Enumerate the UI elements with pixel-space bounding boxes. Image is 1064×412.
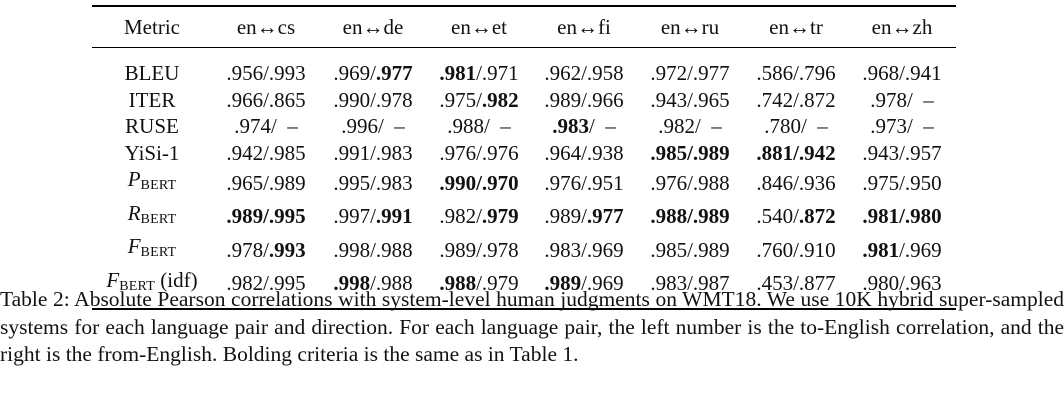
table-cell: .962/.958 bbox=[544, 61, 624, 85]
table-cell: .760/.910 bbox=[756, 237, 836, 262]
table-row: FBERT .978/.993 .998/.988 .989/.978 .983/.96… bbox=[92, 233, 956, 267]
metric-name: PBERT bbox=[127, 167, 177, 193]
table-body: BLEU .956/.993 .969/.977 .981/.971 .962/.958… bbox=[92, 48, 956, 308]
table-cell: .981/.971 bbox=[439, 61, 519, 85]
correlation-table: Metric en↔cs en↔de en↔et en↔fi en↔ru en↔… bbox=[92, 7, 956, 47]
table-cell: .976/.951 bbox=[544, 170, 624, 195]
table-cell: .996/ – bbox=[341, 114, 405, 138]
table-cell: .983/ – bbox=[552, 114, 616, 138]
bottom-rule bbox=[92, 308, 956, 310]
header-en-de: en↔de bbox=[342, 15, 404, 39]
table-cell: .983/.987 bbox=[650, 271, 730, 295]
table-cell: .982/.979 bbox=[439, 204, 519, 228]
metric-name: FBERT bbox=[127, 234, 177, 260]
table-row: RBERT .989/.995 .997/.991 .982/.979 .989/.97… bbox=[92, 200, 956, 234]
header-en-et: en↔et bbox=[451, 15, 507, 39]
header-en-ru: en↔ru bbox=[660, 15, 720, 39]
table-row: RUSE .974/ – .996/ – .988/ – .983/ – .982/ –.… bbox=[92, 113, 956, 140]
table-cell: .846/.936 bbox=[756, 170, 836, 195]
mid-rule bbox=[92, 47, 956, 48]
table-cell: .981/.980 bbox=[862, 204, 942, 228]
table-cell: .988/.979 bbox=[439, 271, 519, 295]
table-cell: .981/.969 bbox=[862, 237, 942, 262]
table-cell: .942/.985 bbox=[226, 140, 306, 165]
table-cell: .983/.969 bbox=[544, 237, 624, 262]
table-cell: .965/.989 bbox=[226, 170, 306, 195]
metric-name: BLEU bbox=[124, 61, 180, 85]
table-cell: .540/.872 bbox=[756, 204, 836, 228]
table-cell: .980/.963 bbox=[862, 271, 942, 295]
table-row: ITER .966/.865 .990/.978 .975/.982 .989/.966… bbox=[92, 87, 956, 114]
header-en-cs: en↔cs bbox=[236, 15, 296, 39]
top-rule bbox=[92, 5, 956, 7]
metric-name: YiSi-1 bbox=[124, 140, 180, 165]
table-row: PBERT .965/.989 .995/.983 .990/.970 .976/.95… bbox=[92, 166, 956, 200]
metric-name: FBERT (idf) bbox=[106, 267, 198, 294]
caption-text: Absolute Pearson correlations with syste… bbox=[0, 287, 1064, 366]
table-cell: .956/.993 bbox=[226, 61, 306, 85]
table-cell: .780/ – bbox=[764, 114, 828, 138]
table-cell: .990/.978 bbox=[333, 87, 413, 112]
header-en-tr: en↔tr bbox=[769, 15, 823, 39]
table-cell: .586/.796 bbox=[756, 61, 836, 85]
table-cell: .985/.989 bbox=[650, 140, 730, 165]
table-cell: .943/.965 bbox=[650, 87, 730, 112]
table-cell: .972/.977 bbox=[650, 61, 730, 85]
table-cell: .966/.865 bbox=[226, 87, 306, 112]
metric-name: ITER bbox=[128, 87, 176, 112]
table-cell: .989/.995 bbox=[226, 204, 306, 228]
table-cell: .881/.942 bbox=[756, 140, 836, 165]
table-cell: .976/.988 bbox=[650, 170, 730, 195]
table-cell: .988/.989 bbox=[650, 204, 730, 228]
correlation-table-body: BLEU .956/.993 .969/.977 .981/.971 .962/.958… bbox=[92, 48, 956, 308]
table-cell: .975/.982 bbox=[439, 87, 519, 112]
table-cell: .943/.957 bbox=[862, 140, 942, 165]
table-row: FBERT (idf) .982/.995 .998/.988 .988/.979 .9… bbox=[92, 267, 956, 309]
header-en-fi: en↔fi bbox=[557, 15, 611, 39]
table-cell: .982/.995 bbox=[226, 271, 306, 295]
table-cell: .985/.989 bbox=[650, 237, 730, 262]
table-cell: .982/ – bbox=[658, 114, 722, 138]
table-cell: .997/.991 bbox=[333, 204, 413, 228]
metric-name: RBERT bbox=[127, 200, 177, 227]
table-cell: .989/.966 bbox=[544, 87, 624, 112]
table-cell: .742/.872 bbox=[756, 87, 836, 112]
table-row: BLEU .956/.993 .969/.977 .981/.971 .962/.958… bbox=[92, 48, 956, 87]
caption-label: Table 2: bbox=[0, 287, 70, 311]
table-cell: .964/.938 bbox=[544, 140, 624, 165]
table-cell: .998/.988 bbox=[333, 271, 413, 295]
table-row: YiSi-1 .942/.985 .991/.983 .976/.976 .964/.9… bbox=[92, 140, 956, 167]
table-caption: Table 2: Absolute Pearson correlations w… bbox=[0, 286, 1064, 369]
header-en-zh: en↔zh bbox=[871, 15, 933, 39]
header-metric: Metric bbox=[124, 15, 180, 39]
table-cell: .991/.983 bbox=[333, 140, 413, 165]
header-row: Metric en↔cs en↔de en↔et en↔fi en↔ru en↔… bbox=[92, 7, 956, 47]
table-cell: .989/.978 bbox=[439, 237, 519, 262]
table-cell: .989/.969 bbox=[544, 271, 624, 295]
table-cell: .969/.977 bbox=[333, 61, 413, 85]
table-cell: .978/.993 bbox=[226, 237, 306, 262]
table-cell: .975/.950 bbox=[862, 170, 942, 195]
table-cell: .998/.988 bbox=[333, 237, 413, 262]
results-table: Metric en↔cs en↔de en↔et en↔fi en↔ru en↔… bbox=[92, 5, 956, 310]
table-cell: .973/ – bbox=[870, 114, 934, 138]
table-cell: .995/.983 bbox=[333, 170, 413, 195]
table-cell: .968/.941 bbox=[862, 61, 942, 85]
table-cell: .976/.976 bbox=[439, 140, 519, 165]
metric-name: RUSE bbox=[125, 114, 179, 138]
table-cell: .453/.877 bbox=[756, 271, 836, 295]
table-cell: .978/ – bbox=[870, 87, 934, 112]
table-cell: .988/ – bbox=[447, 114, 511, 138]
table-cell: .990/.970 bbox=[439, 170, 519, 195]
table-cell: .989/.977 bbox=[544, 204, 624, 228]
table-cell: .974/ – bbox=[234, 114, 298, 138]
